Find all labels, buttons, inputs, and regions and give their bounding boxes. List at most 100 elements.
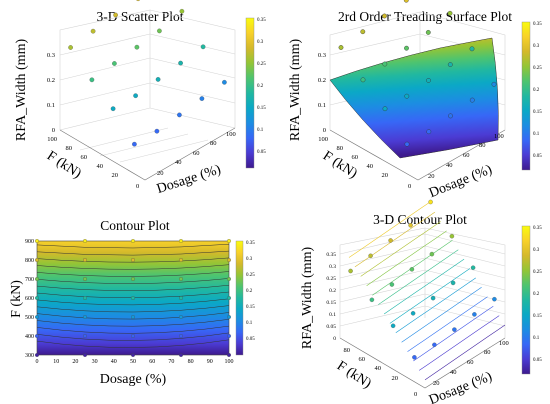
colorbar-tick-label: 0.05 (246, 337, 255, 342)
surface-point (426, 129, 432, 135)
colorbar-ticks: 0.35 0.3 0.25 0.2 0.15 0.1 0.05 (533, 22, 542, 159)
contour-line (36, 298, 230, 306)
x-axis-label: Dosage (%) (155, 162, 223, 197)
y-tick-label: 100 (318, 136, 328, 143)
x-tick-label: 40 (446, 162, 453, 169)
contour-point (35, 315, 39, 319)
x-tick-label: 20 (157, 170, 164, 177)
contour-point (179, 277, 183, 281)
y-tick-label: 80 (66, 145, 73, 152)
colorbar (235, 240, 244, 356)
z-axis-label: RFA_Width (mm) (288, 39, 303, 142)
surface-point (469, 46, 475, 52)
contour3d-point (408, 223, 413, 228)
y-tick-label: 80 (337, 145, 344, 152)
colorbar-tick-label: 0.05 (257, 150, 266, 155)
contour3d-line (354, 211, 436, 268)
colorbar-tick-label: 0.25 (257, 62, 266, 67)
colorbar-tick-label: 0.3 (533, 248, 540, 253)
scatter-point (89, 77, 95, 83)
colorbar-tick-label: 0.35 (246, 241, 255, 246)
y-ticks: 80 60 40 20 (344, 347, 399, 382)
contour3d-point (410, 311, 416, 316)
x-tick-label: 100 (494, 133, 504, 140)
x-tick-label: 40 (175, 159, 182, 166)
scatter-point (199, 96, 205, 101)
contour3d-line (407, 296, 488, 352)
contour3d-point (390, 323, 396, 329)
contour-point (131, 258, 135, 262)
contour-point (35, 258, 39, 262)
colorbar (521, 21, 531, 171)
z-tick-label: 0 (333, 336, 336, 342)
y-ticks: 100 80 60 40 20 (47, 136, 118, 179)
x-tick-label: 100 (225, 359, 234, 365)
colorbar-tick-label: 0.35 (533, 22, 542, 27)
colorbar-tick-label: 0.25 (533, 270, 542, 275)
colorbar-tick-label: 0.2 (533, 292, 540, 297)
x-tick-label: 80 (210, 140, 217, 147)
contour-point (35, 239, 39, 243)
y-tick-label: 60 (81, 154, 88, 161)
contour3d-line (395, 277, 476, 334)
contour3d-point (429, 251, 435, 257)
colorbar-tick-label: 0.05 (533, 358, 542, 363)
contour-point (83, 334, 87, 338)
y-tick-label: 400 (25, 334, 34, 340)
panel-title: 3-D Contour Plot (373, 212, 467, 227)
surface-point (448, 113, 453, 119)
colorbar-tick-label: 0.05 (533, 154, 542, 159)
colorbar-tick-label: 0.25 (533, 66, 542, 71)
colorbar-tick-label: 0.3 (246, 257, 253, 262)
y-tick-label: 20 (382, 172, 389, 179)
z-tick-label: 0.2 (47, 77, 55, 84)
contour3d-point (450, 280, 456, 286)
contour3d-line (413, 305, 494, 362)
contour3d-line (424, 324, 506, 381)
contour-point (35, 277, 39, 281)
colorbar-tick-label: 0.1 (533, 132, 540, 137)
contour3d-line (383, 258, 465, 315)
contour-point (179, 296, 183, 300)
x-tick-label: 40 (450, 369, 457, 376)
contour3d-point (428, 199, 433, 205)
contour-point (227, 315, 231, 319)
z-tick-label: 0.25 (326, 276, 336, 282)
x-tick-label: 30 (92, 359, 98, 365)
scatter-point (178, 60, 183, 66)
contour3d-lines (348, 202, 506, 381)
contour3d-line (360, 221, 441, 277)
contour3d-point (432, 342, 437, 348)
contour-line (36, 284, 230, 291)
scatter-point (177, 112, 182, 118)
panel-title: 2rd Order Treading Surface Plot (338, 9, 512, 24)
contour-point (131, 315, 135, 319)
contour-line (36, 257, 230, 263)
scatter-point (132, 141, 137, 147)
contour3d-line (378, 249, 459, 305)
x-tick-label: 60 (193, 150, 200, 157)
scatter-point (154, 128, 160, 134)
contour-point (227, 334, 231, 338)
contour-point (131, 334, 135, 338)
surface-points (338, 0, 497, 147)
surface-point (404, 93, 410, 99)
y-tick-label: 80 (344, 347, 351, 354)
surface-point (403, 0, 409, 3)
colorbar-ticks: 0.35 0.3 0.25 0.2 0.15 0.1 0.05 (246, 241, 255, 342)
contour-point (131, 277, 135, 281)
x-tick-label: 50 (130, 359, 136, 365)
y-tick-label: 40 (367, 163, 374, 170)
surface-point (426, 78, 431, 83)
axes-box (339, 227, 506, 338)
colorbar-tick-label: 0.2 (257, 84, 264, 89)
scatter-point (113, 12, 118, 18)
surface-point (360, 77, 366, 83)
contour-point (227, 353, 231, 357)
scatter-point (112, 61, 117, 66)
contour-point (35, 334, 39, 338)
surface-point (404, 45, 409, 51)
x-tick-label: 40 (111, 359, 117, 365)
scatter-point (68, 45, 73, 50)
x-tick-label: 20 (72, 359, 78, 365)
